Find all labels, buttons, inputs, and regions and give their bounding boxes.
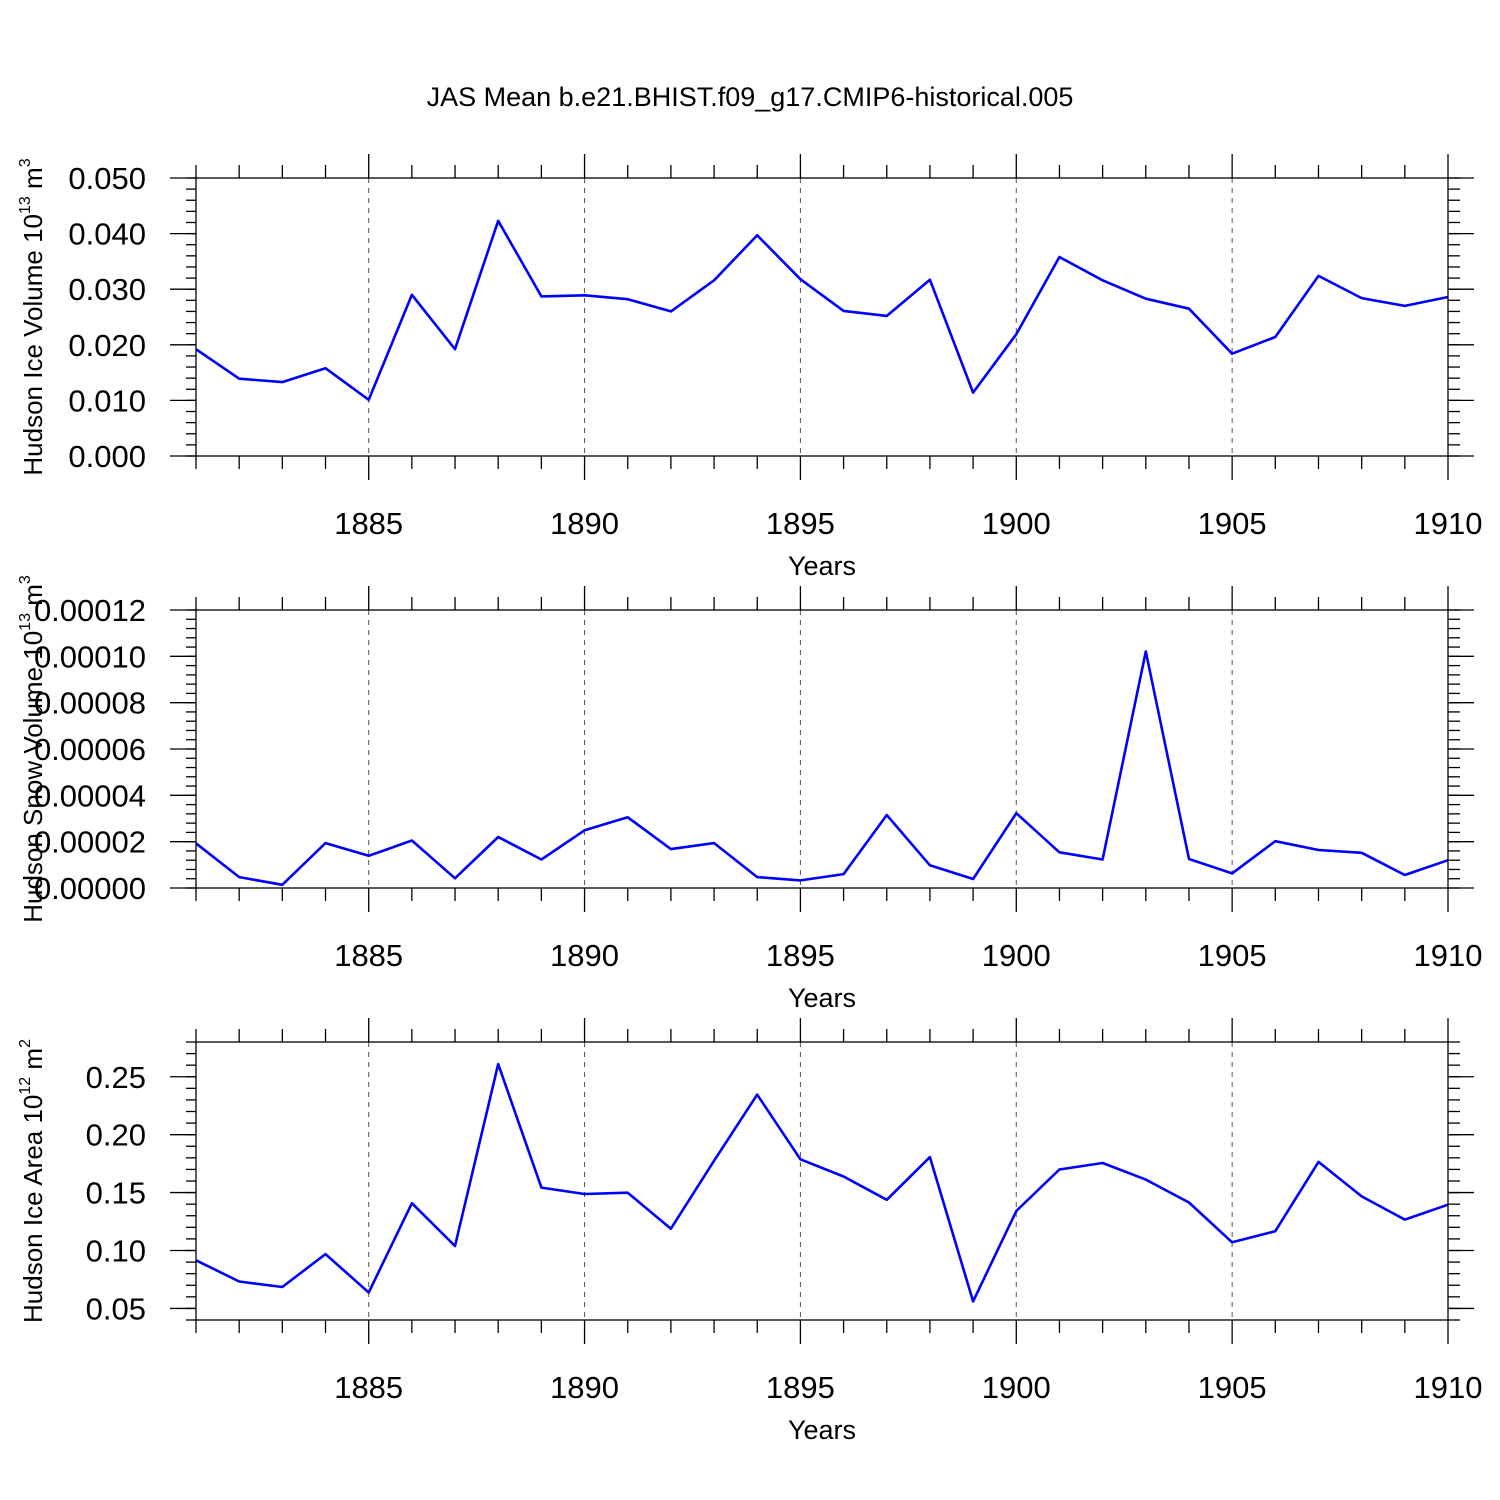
y-tick-label: 0.050 bbox=[68, 161, 146, 196]
y-axis-title-unit-exponent: 2 bbox=[17, 1039, 34, 1048]
y-axis-title-unit-exponent: 3 bbox=[17, 158, 34, 167]
x-tick-label-1910: 1910 bbox=[1414, 1370, 1483, 1405]
y-axis-title-unit-exponent: 3 bbox=[17, 575, 34, 584]
y-tick-label: 0.040 bbox=[68, 217, 146, 252]
y-axis-title-exponent: 13 bbox=[17, 196, 34, 214]
panel-ice-area: 0.05 0.10 0.15 0.20 0.25 1885 1890 1895 1900 1905… bbox=[17, 1018, 1482, 1445]
x-tick-label-1910: 1910 bbox=[1414, 938, 1483, 973]
y-axis-title-exponent: 13 bbox=[17, 613, 34, 631]
y-axis-title-exponent: 12 bbox=[17, 1077, 34, 1095]
panel-snow-volume: 0.00000 0.00002 0.00004 0.00006 0.00008 0.000… bbox=[17, 575, 1482, 1013]
y-axis-title-unit: m bbox=[18, 1048, 48, 1077]
y-tick-label: 0.00010 bbox=[34, 639, 146, 674]
x-tick-label-1890: 1890 bbox=[550, 1370, 619, 1405]
y-tick-label: 0.00002 bbox=[34, 825, 146, 860]
series-line-ice-area bbox=[195, 1062, 1449, 1303]
y-axis-title-main: Hudson Ice Volume 10 bbox=[18, 214, 48, 476]
x-axis-title: Years bbox=[788, 551, 856, 581]
plot-frame bbox=[195, 1041, 1449, 1321]
x-tick-label-1905: 1905 bbox=[1198, 506, 1267, 541]
x-tick-label-1895: 1895 bbox=[766, 938, 835, 973]
x-tick-label-1900: 1900 bbox=[982, 938, 1051, 973]
series-line-ice-volume bbox=[195, 219, 1449, 402]
y-tick-label: 0.010 bbox=[68, 383, 146, 418]
y-axis-title: Hudson Ice Volume 1013 m3 bbox=[17, 158, 48, 475]
y-tick-label: 0.00000 bbox=[34, 871, 146, 906]
y-axis-title: Hudson Snow Volume 1013 m3 bbox=[17, 575, 48, 923]
x-tick-label-1885: 1885 bbox=[334, 1370, 403, 1405]
y-axis-title-unit: m bbox=[18, 167, 48, 196]
x-tick-label-1905: 1905 bbox=[1198, 938, 1267, 973]
x-tick-label-1900: 1900 bbox=[982, 1370, 1051, 1405]
x-tick-label-1895: 1895 bbox=[766, 1370, 835, 1405]
y-tick-label: 0.20 bbox=[86, 1118, 146, 1153]
plot-frame bbox=[195, 609, 1449, 889]
panel-ice-volume: 0.000 0.010 0.020 0.030 0.040 0.050 1885 1890 18… bbox=[17, 154, 1482, 581]
y-tick-label: 0.020 bbox=[68, 328, 146, 363]
y-axis-title-main: Hudson Snow Volume 10 bbox=[18, 631, 48, 923]
y-axis-title-unit: m bbox=[18, 584, 48, 613]
y-tick-label: 0.00008 bbox=[34, 686, 146, 721]
y-axis-title-main: Hudson Ice Area 10 bbox=[18, 1095, 48, 1323]
y-tick-label: 0.030 bbox=[68, 272, 146, 307]
series-line-snow-volume bbox=[195, 650, 1449, 887]
x-tick-label-1900: 1900 bbox=[982, 506, 1051, 541]
x-axis-title: Years bbox=[788, 1415, 856, 1445]
plot-frame bbox=[195, 177, 1449, 457]
figure-title: JAS Mean b.e21.BHIST.f09_g17.CMIP6-histo… bbox=[427, 82, 1074, 112]
y-tick-label: 0.00006 bbox=[34, 732, 146, 767]
y-tick-label: 0.00004 bbox=[34, 778, 146, 813]
y-tick-label: 0.10 bbox=[86, 1234, 146, 1269]
y-tick-label: 0.25 bbox=[86, 1060, 146, 1095]
y-axis-title: Hudson Ice Area 1012 m2 bbox=[17, 1039, 48, 1323]
y-tick-label: 0.000 bbox=[68, 439, 146, 474]
x-tick-label-1890: 1890 bbox=[550, 938, 619, 973]
x-tick-label-1885: 1885 bbox=[334, 506, 403, 541]
x-tick-label-1910: 1910 bbox=[1414, 506, 1483, 541]
y-tick-label: 0.00012 bbox=[34, 593, 146, 628]
y-tick-label: 0.15 bbox=[86, 1176, 146, 1211]
x-axis-title: Years bbox=[788, 983, 856, 1013]
x-tick-label-1885: 1885 bbox=[334, 938, 403, 973]
x-tick-label-1890: 1890 bbox=[550, 506, 619, 541]
y-tick-label: 0.05 bbox=[86, 1291, 146, 1326]
x-tick-label-1905: 1905 bbox=[1198, 1370, 1267, 1405]
x-tick-label-1895: 1895 bbox=[766, 506, 835, 541]
panels: 0.000 0.010 0.020 0.030 0.040 0.050 1885 1890 18… bbox=[17, 154, 1482, 1445]
